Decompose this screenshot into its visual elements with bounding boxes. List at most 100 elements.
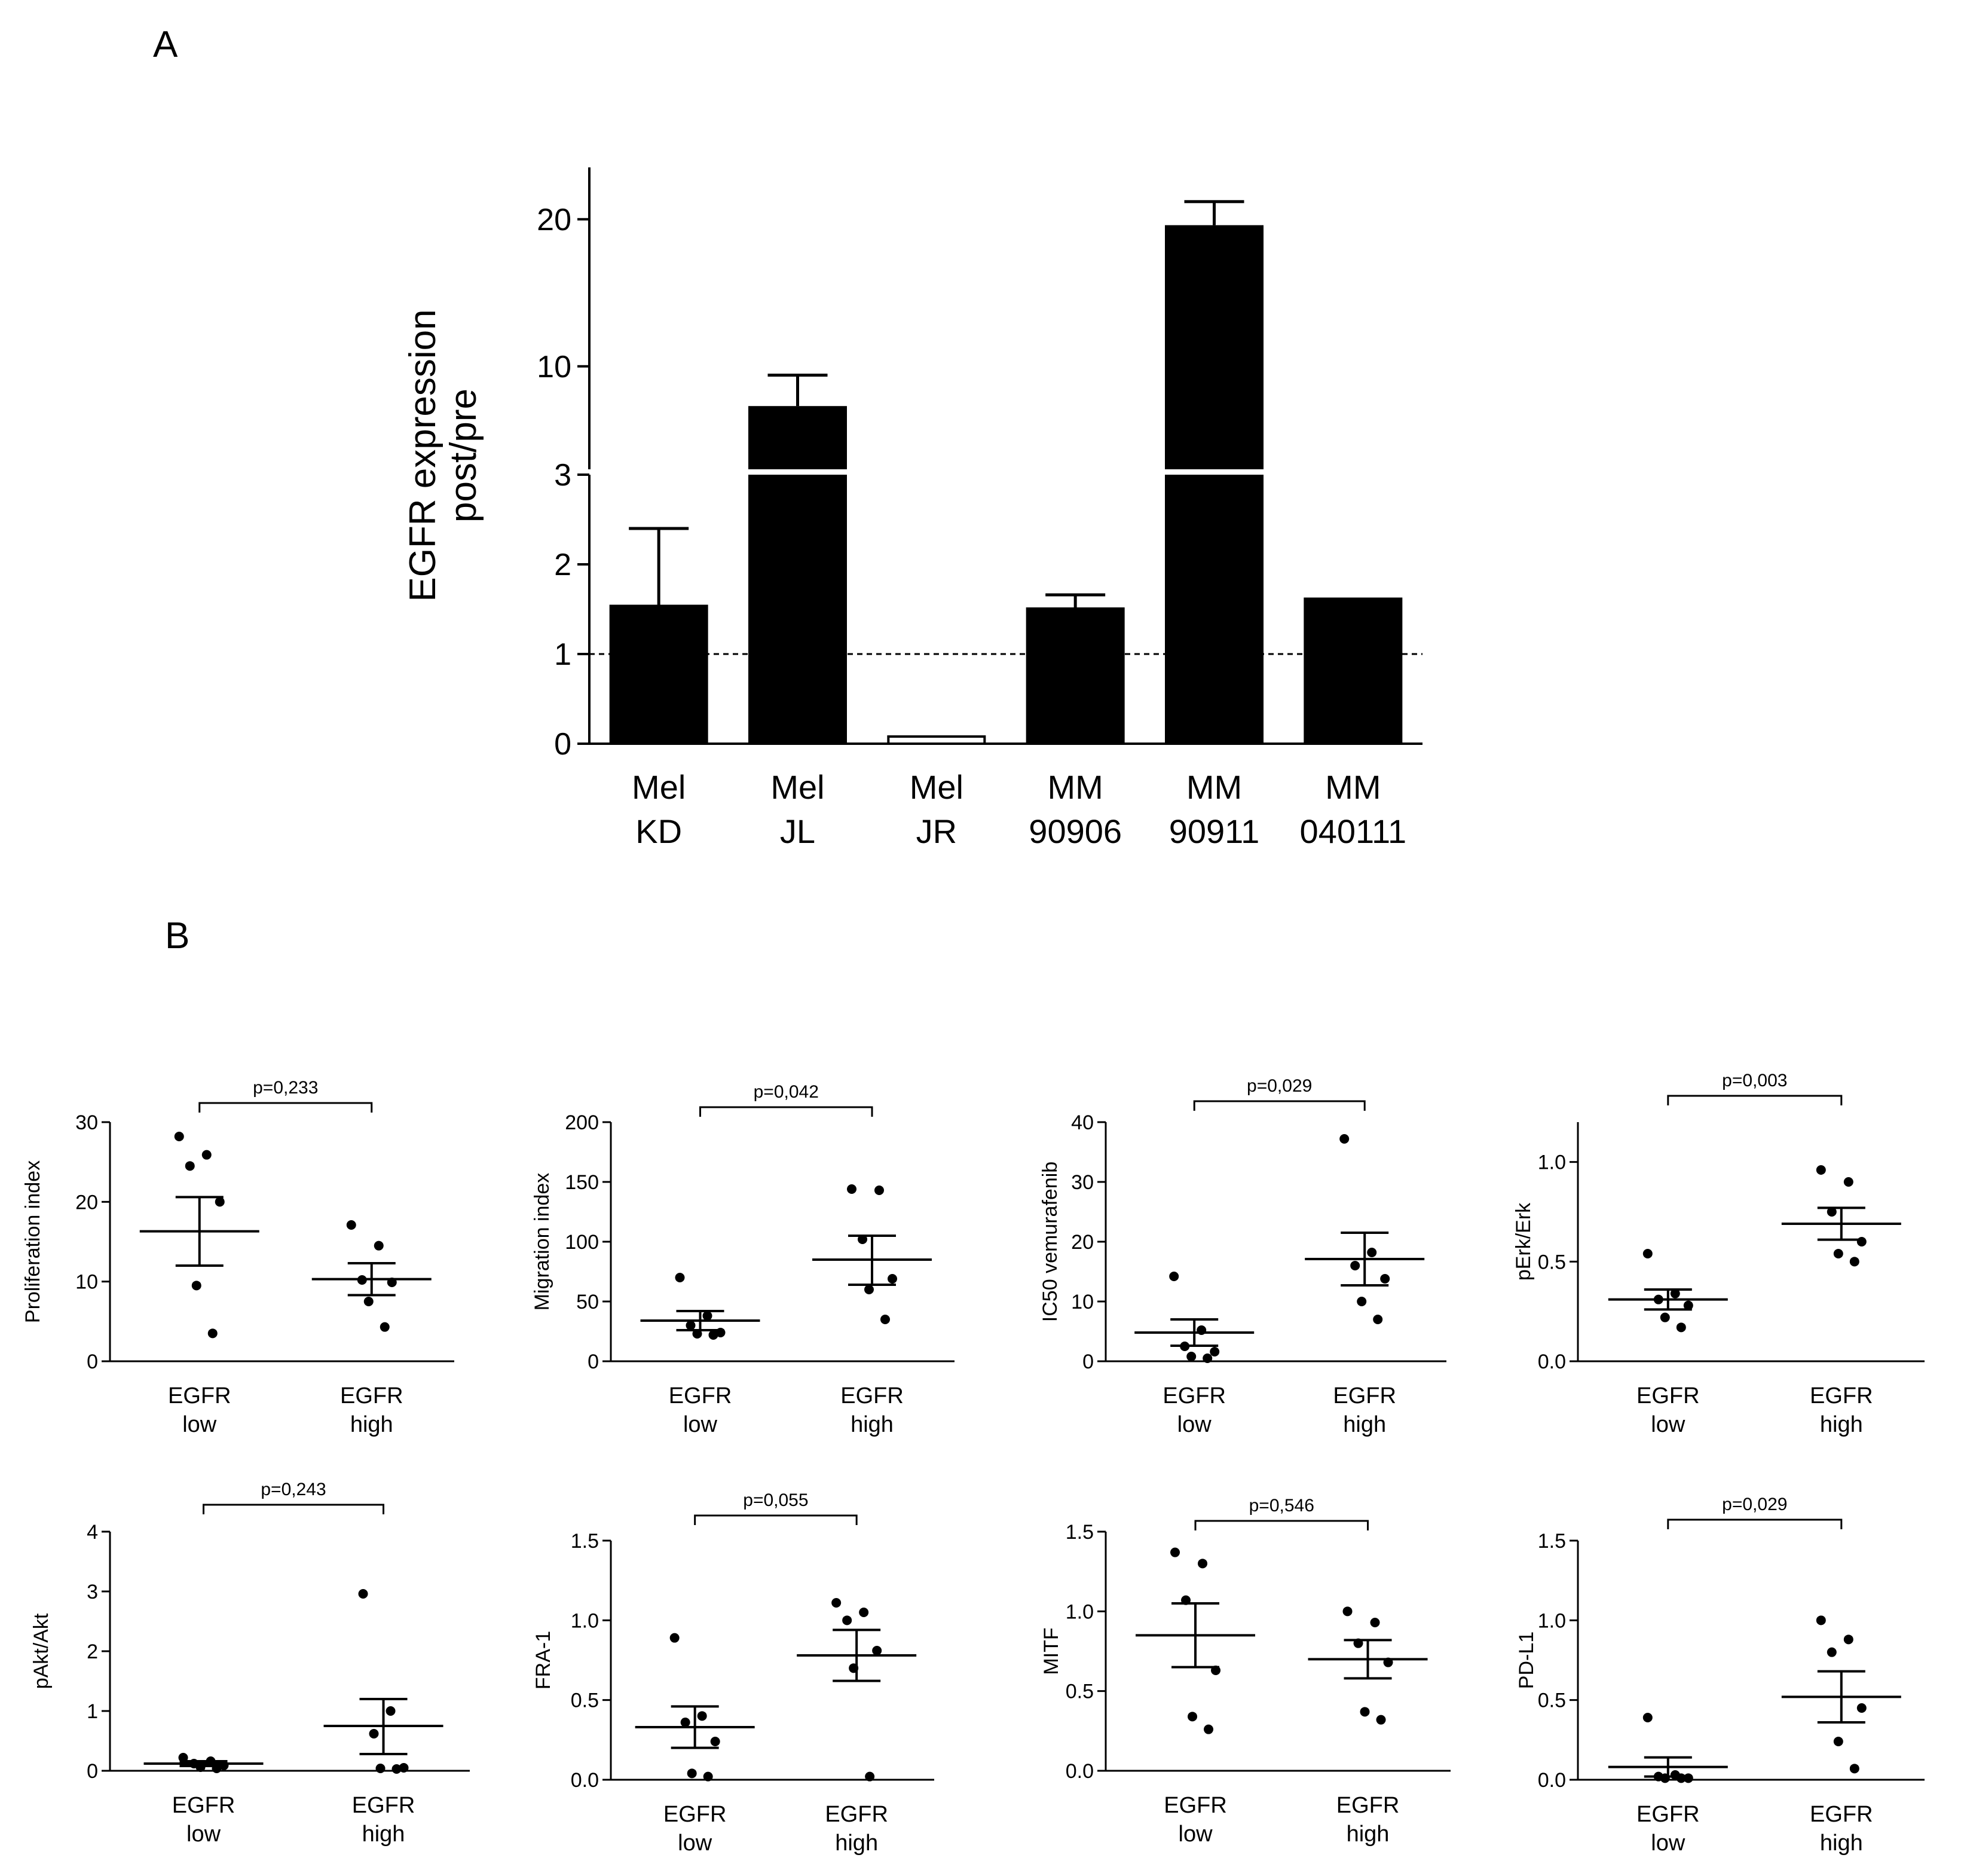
y-tick-label: 1.5	[571, 1530, 599, 1553]
data-point	[872, 1646, 882, 1655]
data-point	[1186, 1352, 1197, 1361]
data-point	[1350, 1261, 1360, 1270]
y-tick-label: 0	[87, 1760, 98, 1783]
data-point	[1342, 1606, 1353, 1617]
data-point	[1833, 1737, 1843, 1746]
y-axis-title: FRA-1	[532, 1631, 555, 1689]
category-label: JR	[916, 812, 957, 850]
data-point	[1816, 1165, 1826, 1175]
significance-bracket	[1194, 1520, 1369, 1530]
y-tick-label: 30	[75, 1111, 98, 1134]
category-label: 90911	[1169, 812, 1260, 850]
p-value-label: p=0,029	[1722, 1495, 1787, 1514]
data-point	[702, 1311, 712, 1321]
y-tick-label: 0.0	[1538, 1769, 1566, 1792]
category-label: MM	[1048, 768, 1103, 806]
data-point	[1676, 1322, 1686, 1333]
data-point	[1204, 1724, 1214, 1734]
group-label: EGFR	[1636, 1802, 1700, 1827]
y-tick-label: 0.0	[571, 1769, 599, 1792]
group-label: high	[1347, 1822, 1390, 1847]
y-tick-label: 0.5	[571, 1689, 599, 1712]
group-label: EGFR	[840, 1383, 904, 1408]
panel-a-letter: A	[153, 24, 178, 65]
data-point	[1856, 1703, 1867, 1713]
data-point	[1357, 1297, 1367, 1306]
group-label: high	[1820, 1412, 1863, 1437]
group-label: high	[1820, 1831, 1863, 1856]
data-point	[201, 1150, 212, 1160]
p-value-label: p=0,042	[754, 1082, 819, 1102]
data-point	[346, 1220, 356, 1230]
y-tick-label: 0.5	[1538, 1251, 1566, 1273]
y-tick-label: 20	[537, 203, 571, 237]
y-tick-label: 4	[87, 1521, 98, 1544]
y-tick-label: 1.0	[1066, 1600, 1094, 1623]
bar	[748, 406, 847, 469]
y-tick-label: 30	[1071, 1171, 1094, 1194]
y-tick-label: 3	[554, 458, 571, 493]
category-label: 90906	[1029, 812, 1122, 850]
group-label: high	[1343, 1412, 1386, 1437]
dot-plot-B2: 0 50 100 150 200 Migration index EGFR low EGFR hi…	[531, 1082, 955, 1437]
y-tick-label: 0.5	[1538, 1689, 1566, 1712]
data-point	[703, 1771, 713, 1782]
dot-plot-B1: 0 10 20 30 Proliferation index EGFR low EGFR hig…	[22, 1078, 454, 1437]
category-label: JL	[780, 812, 815, 850]
y-tick-label: 1.0	[571, 1609, 599, 1632]
category-label: MM	[1186, 768, 1242, 806]
group-label: high	[362, 1822, 405, 1847]
data-point	[1367, 1248, 1377, 1257]
data-point	[380, 1322, 390, 1332]
y-tick-label: 150	[565, 1171, 599, 1194]
data-point	[391, 1764, 402, 1774]
p-value-label: p=0,055	[743, 1490, 808, 1510]
data-point	[191, 1281, 201, 1291]
group-label: EGFR	[340, 1383, 403, 1408]
bar	[1165, 475, 1264, 744]
category-label: Mel	[910, 768, 963, 806]
bar	[1165, 225, 1264, 469]
significance-bracket	[198, 1102, 373, 1113]
data-point	[831, 1598, 842, 1608]
data-point	[842, 1615, 852, 1626]
y-tick-label: 10	[1071, 1291, 1094, 1313]
group-label: EGFR	[1333, 1383, 1396, 1408]
group-label: high	[835, 1831, 878, 1856]
data-point	[1198, 1559, 1208, 1569]
p-value-label: p=0,003	[1722, 1071, 1787, 1090]
y-tick-label: 50	[576, 1291, 599, 1313]
y-axis-title: IC50 vemurafenib	[1039, 1162, 1061, 1322]
data-point	[1849, 1764, 1859, 1774]
significance-bracket	[1667, 1518, 1843, 1529]
y-tick-label: 0	[588, 1351, 599, 1373]
data-point	[1670, 1288, 1680, 1298]
bar	[1304, 597, 1403, 744]
group-label: EGFR	[1164, 1793, 1227, 1818]
group-label: EGFR	[1336, 1793, 1400, 1818]
group-label: low	[1179, 1822, 1213, 1847]
data-point	[864, 1285, 874, 1294]
significance-bracket	[1193, 1100, 1366, 1111]
y-tick-label: 40	[1071, 1111, 1094, 1134]
data-point	[1843, 1634, 1853, 1645]
data-point	[1642, 1249, 1653, 1258]
significance-bracket	[699, 1106, 873, 1117]
category-label: MM	[1325, 768, 1381, 806]
bar	[609, 604, 708, 744]
bar	[748, 475, 847, 744]
dot-plot-B4: 0.0 0.5 1.0 pErk/Erk EGFR low EGFR high p=0,003	[1512, 1071, 1925, 1437]
y-tick-label: 2	[87, 1640, 98, 1663]
group-label: low	[1177, 1412, 1212, 1437]
data-point	[399, 1763, 409, 1773]
group-label: high	[350, 1412, 393, 1437]
category-label: Mel	[770, 768, 824, 806]
y-tick-label: 3	[87, 1581, 98, 1603]
y-tick-label: 2	[554, 548, 571, 582]
y-axis-title: pAkt/Akt	[30, 1613, 53, 1689]
p-value-label: p=0,029	[1247, 1076, 1312, 1096]
y-tick-label: 0.0	[1538, 1351, 1566, 1373]
y-tick-label: 0.0	[1066, 1760, 1094, 1783]
